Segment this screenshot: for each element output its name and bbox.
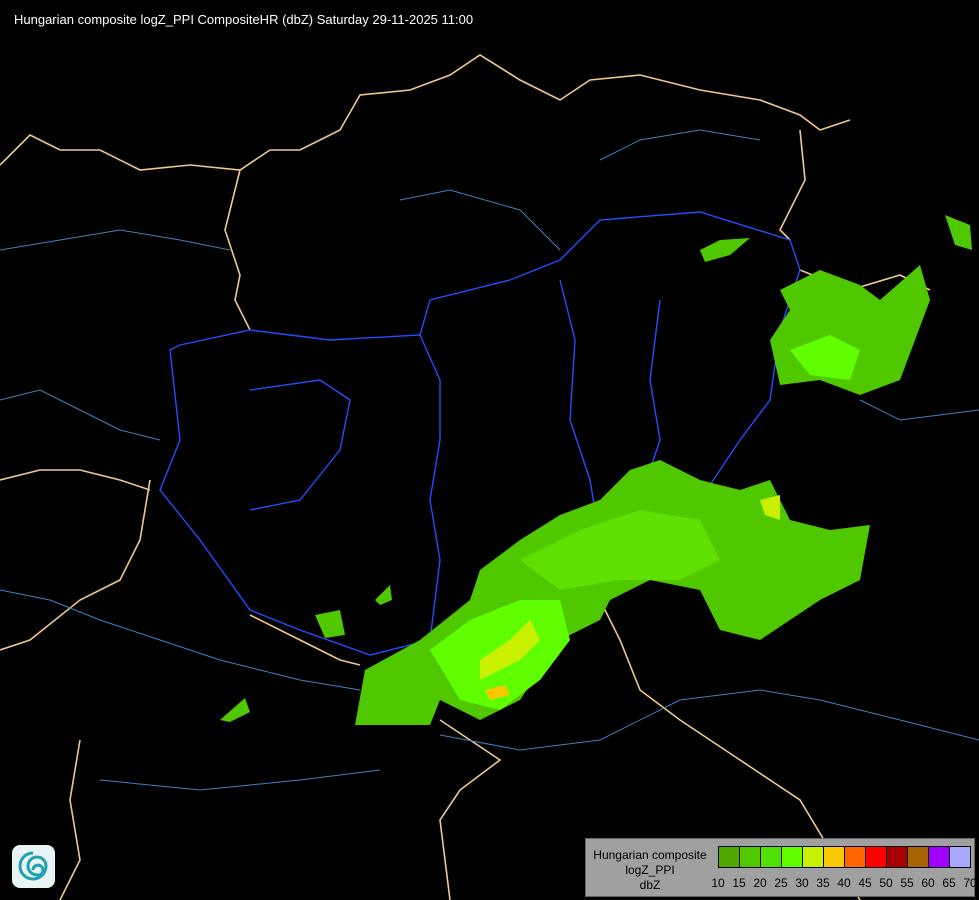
legend-tick: 15 [732,876,746,890]
swirl-icon [18,851,48,881]
legend-swatch [824,847,845,867]
legend-line-2: logZ_PPI [625,863,675,877]
legend-line-1: Hungarian composite [593,848,707,862]
legend-tick: 30 [795,876,809,890]
legend-tick: 50 [879,876,893,890]
legend-swatch [845,847,866,867]
legend-swatches [718,846,971,868]
legend-swatch [782,847,803,867]
color-legend: Hungarian composite logZ_PPI dbZ 10 15 20 2… [585,838,977,897]
legend-tick: 20 [753,876,767,890]
legend-tick: 35 [816,876,830,890]
legend-swatch [950,847,970,867]
legend-swatch [887,847,908,867]
legend-tick: 55 [900,876,914,890]
legend-tick: 25 [774,876,788,890]
radar-echoes [220,215,972,725]
map-title: Hungarian composite logZ_PPI CompositeHR… [14,12,474,27]
met-service-logo [12,845,55,888]
country-borders [0,54,931,900]
legend-swatch [761,847,782,867]
legend-tick: 45 [858,876,872,890]
legend-line-3: dbZ [639,878,661,892]
legend-tick: 40 [837,876,851,890]
legend-swatch [803,847,824,867]
legend-tick: 60 [921,876,935,890]
legend-swatch [866,847,887,867]
legend-swatch [740,847,761,867]
legend-tick: 10 [711,876,725,890]
legend-swatch [908,847,929,867]
legend-swatch [719,847,740,867]
rivers [0,129,979,791]
legend-tick: 65 [942,876,956,890]
legend-swatch [929,847,950,867]
legend-tick: 70 [963,876,977,890]
legend-ticks: 10 15 20 25 30 35 40 45 50 55 60 65 70 [710,876,979,890]
